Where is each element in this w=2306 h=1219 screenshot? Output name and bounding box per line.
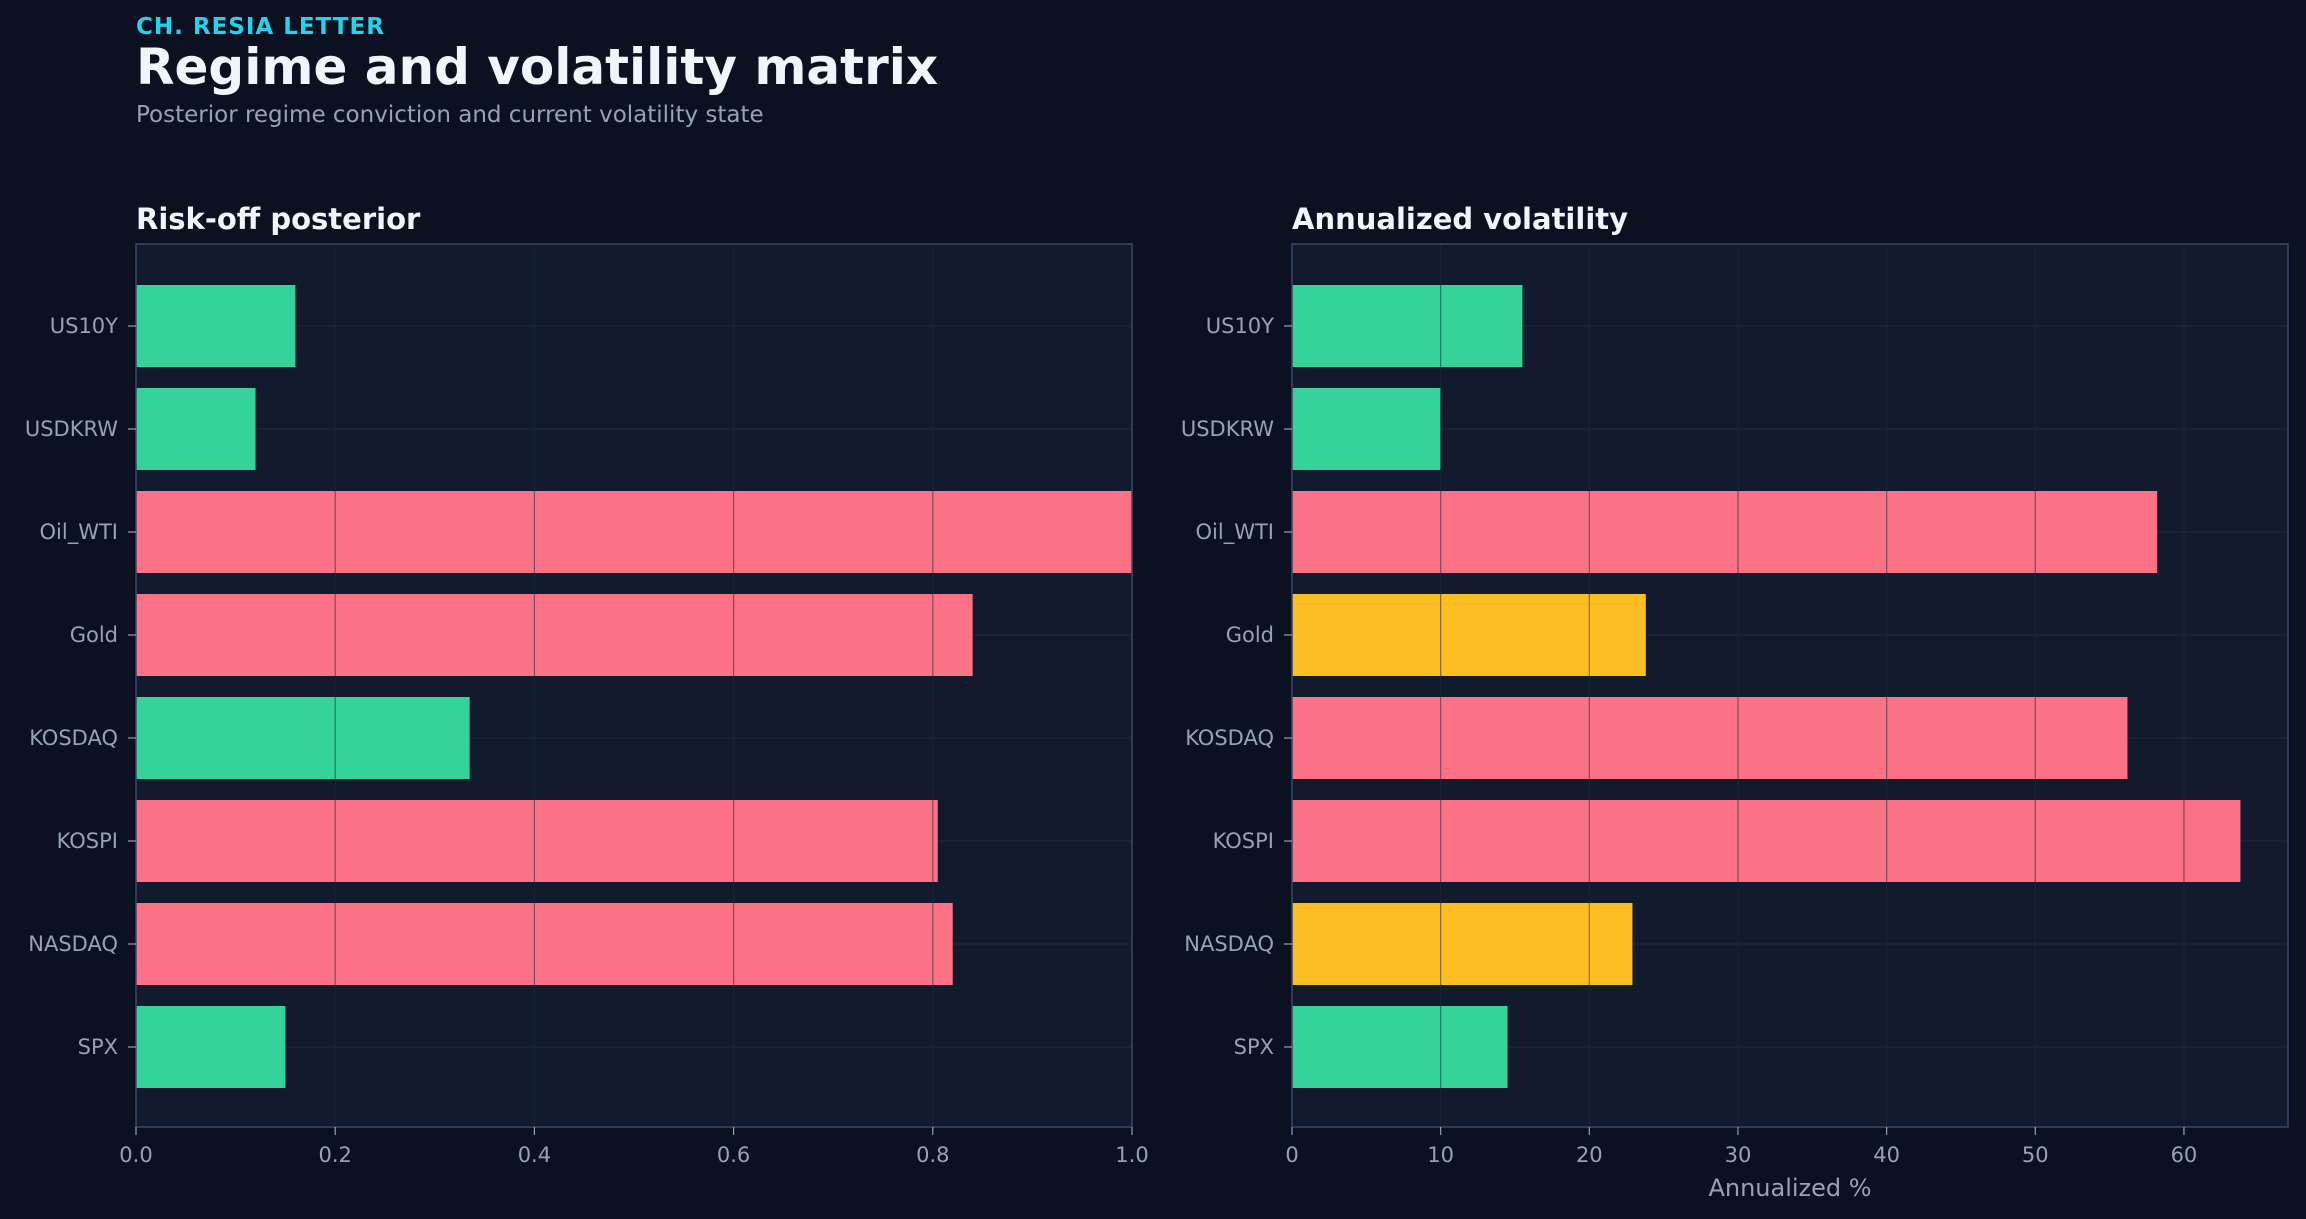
panel-title-2: Annualized volatility xyxy=(1292,202,1628,236)
category-label: Gold xyxy=(70,623,118,647)
category-label: KOSDAQ xyxy=(29,726,118,750)
bar-kospi xyxy=(136,800,938,882)
x-tick-label: 0.4 xyxy=(518,1143,551,1167)
x-tick-label: 0.2 xyxy=(318,1143,351,1167)
report-kicker: CH. RESIA LETTER xyxy=(136,14,385,40)
bar-kosdaq xyxy=(136,697,470,779)
x-tick-label: 1.0 xyxy=(1115,1143,1148,1167)
bar-kosdaq xyxy=(1292,697,2128,779)
x-tick-label: 10 xyxy=(1427,1143,1454,1167)
x-tick-label: 60 xyxy=(2171,1143,2198,1167)
category-label: SPX xyxy=(1234,1035,1274,1059)
category-label: KOSPI xyxy=(1213,829,1274,853)
page-title: Regime and volatility matrix xyxy=(136,38,939,96)
bar-us10y xyxy=(136,285,296,367)
category-label: US10Y xyxy=(1206,314,1274,338)
x-tick-label: 0.8 xyxy=(916,1143,949,1167)
bar-gold xyxy=(1292,594,1646,676)
x-tick-label: 50 xyxy=(2022,1143,2049,1167)
category-label: KOSPI xyxy=(57,829,118,853)
bar-oil-wti xyxy=(1292,491,2158,573)
category-label: KOSDAQ xyxy=(1185,726,1274,750)
bar-usdkrw xyxy=(136,388,256,470)
category-label: Gold xyxy=(1226,623,1274,647)
x-tick-label: 20 xyxy=(1576,1143,1603,1167)
category-label: Oil_WTI xyxy=(1196,520,1274,545)
axes-frame-2 xyxy=(1291,243,2289,1128)
category-label: Oil_WTI xyxy=(40,520,118,545)
bar-spx xyxy=(1292,1006,1508,1088)
category-label: SPX xyxy=(78,1035,118,1059)
page-subtitle: Posterior regime conviction and current … xyxy=(136,102,764,128)
bar-spx xyxy=(136,1006,286,1088)
axes-frame-1 xyxy=(135,243,1133,1128)
plot-area-2 xyxy=(1292,244,2288,1127)
x-tick-label: 30 xyxy=(1725,1143,1752,1167)
bar-gold xyxy=(136,594,973,676)
x-axis-title: Annualized % xyxy=(1708,1174,1871,1202)
bar-nasdaq xyxy=(1292,903,1633,985)
x-tick-label: 0.6 xyxy=(717,1143,750,1167)
x-tick-label: 40 xyxy=(1873,1143,1900,1167)
plot-area-1 xyxy=(136,244,1132,1127)
bar-nasdaq xyxy=(136,903,953,985)
bar-usdkrw xyxy=(1292,388,1441,470)
x-tick-label: 0.0 xyxy=(119,1143,152,1167)
bar-us10y xyxy=(1292,285,1523,367)
bar-oil-wti xyxy=(136,491,1132,573)
panel-title-1: Risk-off posterior xyxy=(136,202,421,236)
category-label: NASDAQ xyxy=(1184,932,1274,956)
category-label: USDKRW xyxy=(1181,417,1274,441)
category-label: US10Y xyxy=(50,314,118,338)
category-label: USDKRW xyxy=(25,417,118,441)
x-tick-label: 0 xyxy=(1285,1143,1298,1167)
bar-kospi xyxy=(1292,800,2241,882)
category-label: NASDAQ xyxy=(28,932,118,956)
